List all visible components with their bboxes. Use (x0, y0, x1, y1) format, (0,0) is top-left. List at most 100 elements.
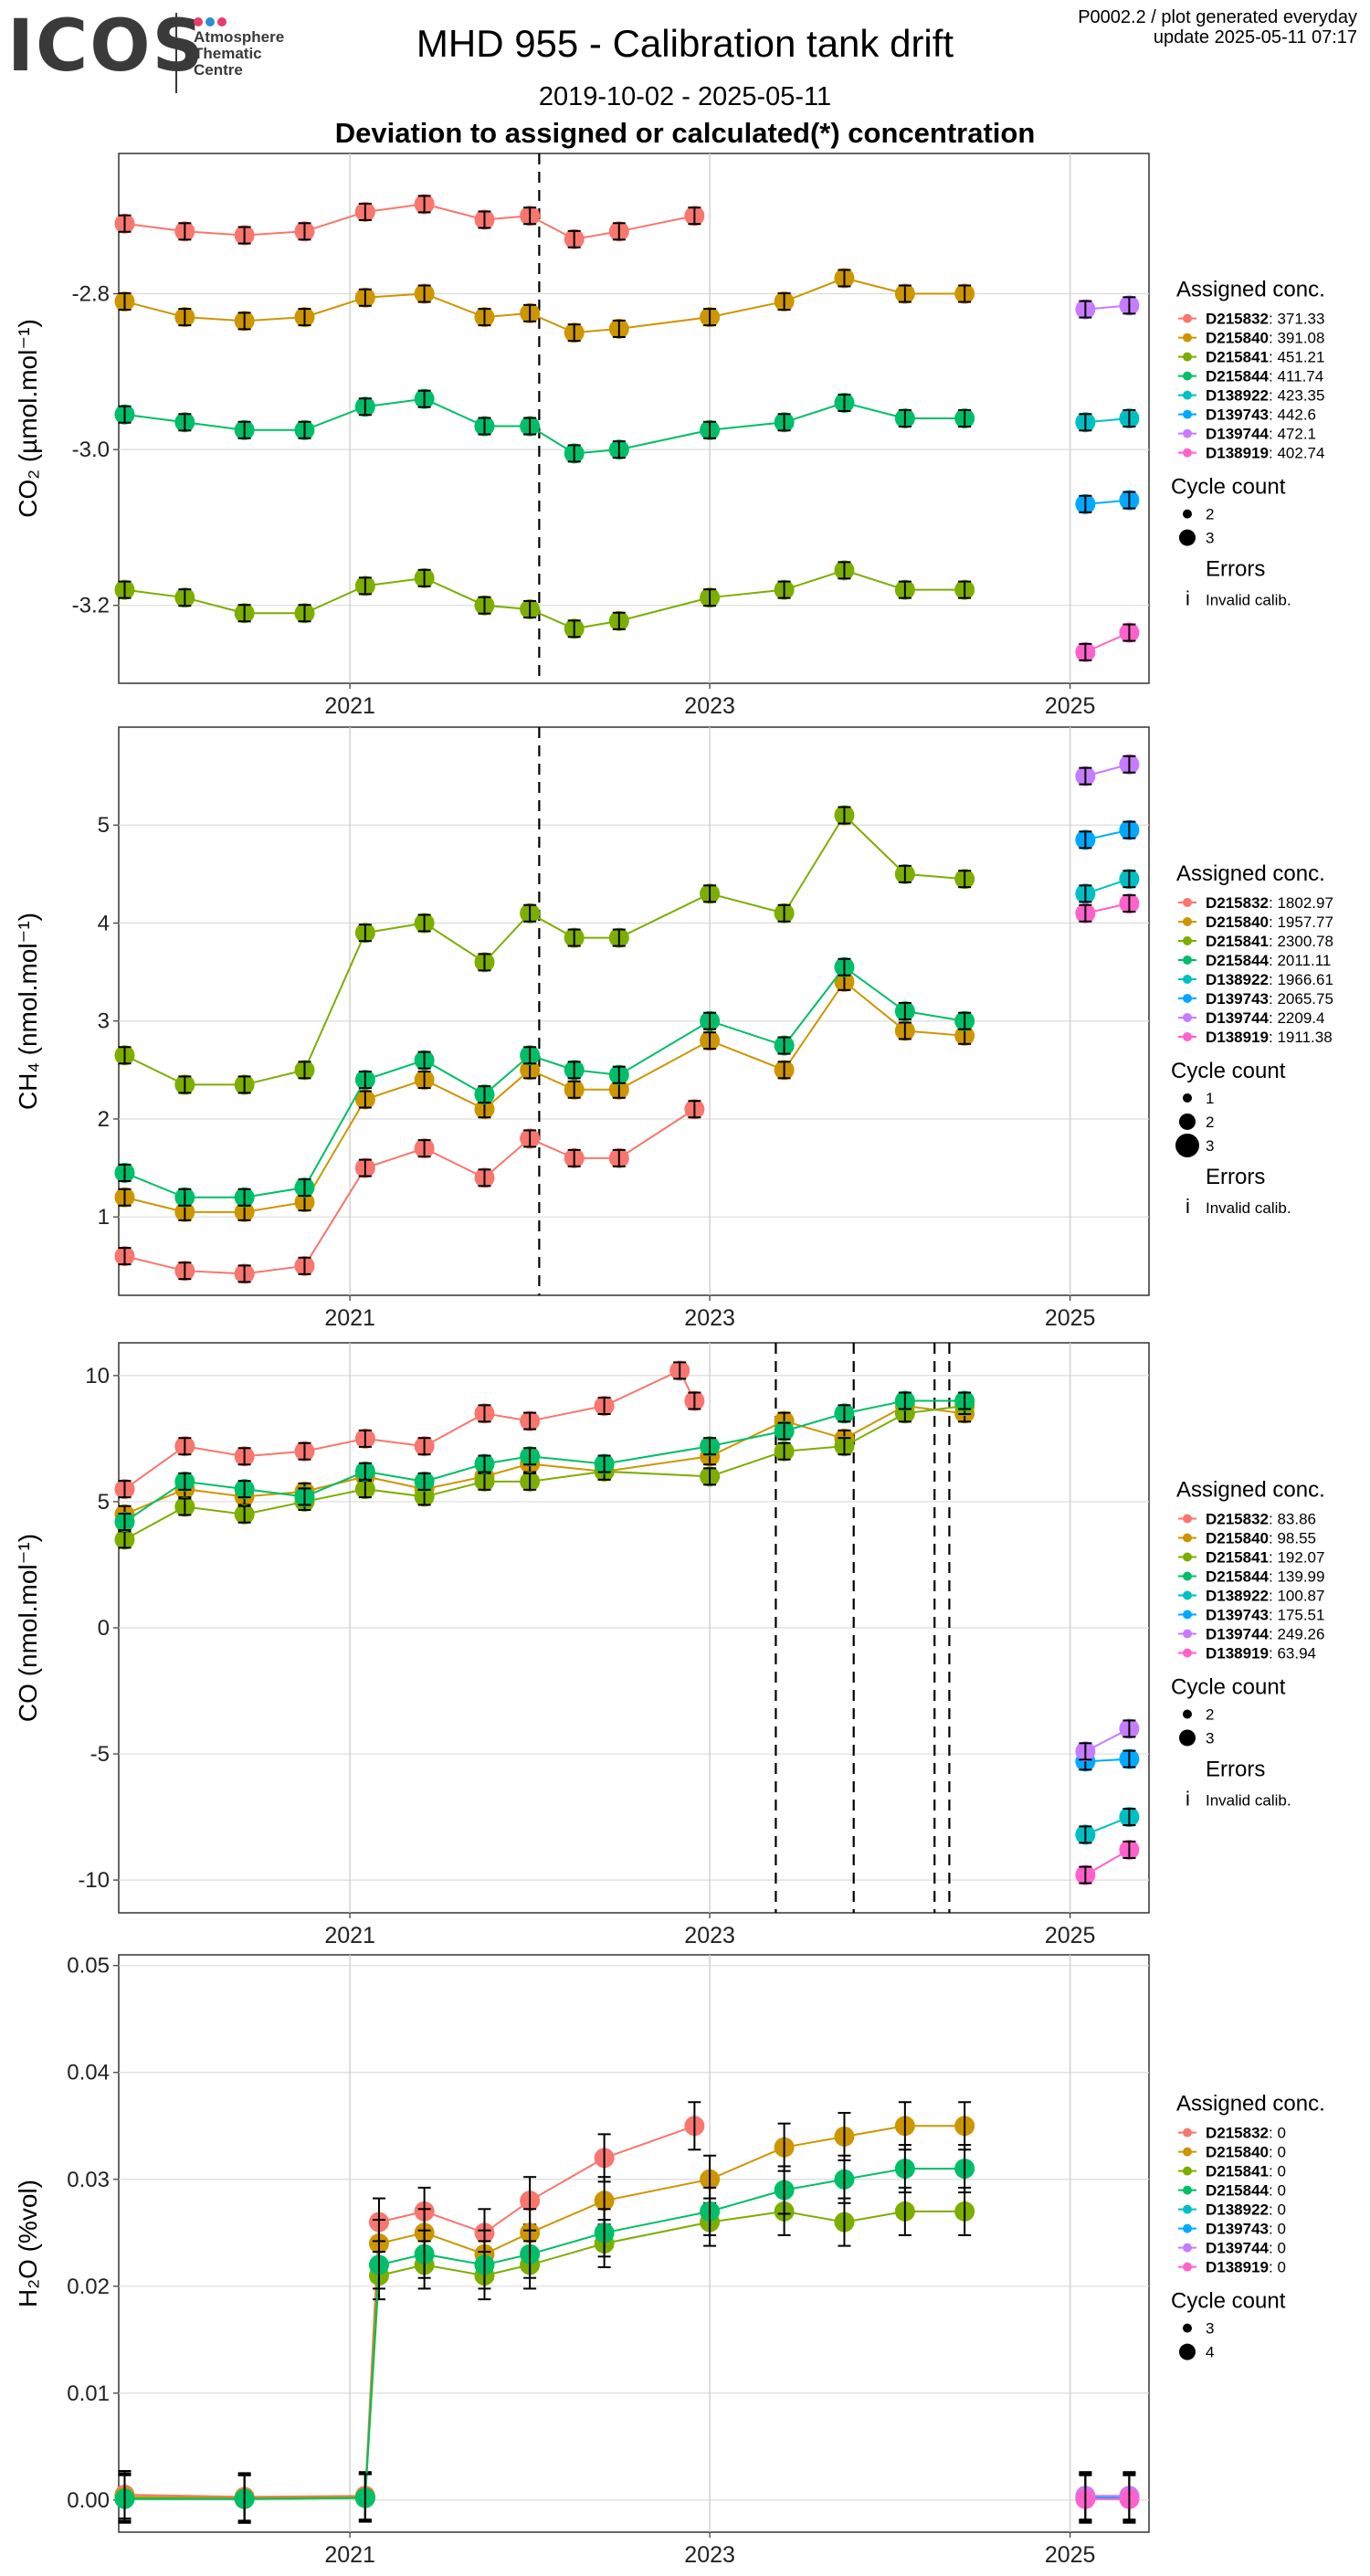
legend-entry: D139744: 249.26 (1206, 1625, 1324, 1642)
y-tick-label: 5 (98, 813, 110, 838)
invalid-calib-icon: i (1186, 587, 1190, 610)
legend-entry: D139743: 175.51 (1206, 1606, 1324, 1623)
logo-line-3: Centre (194, 61, 243, 79)
legend-entry: D139743: 442.6 (1206, 406, 1316, 424)
legend-errors-title: Errors (1206, 1165, 1265, 1189)
legend-key-dot (1183, 1590, 1192, 1600)
x-tick-label: 2021 (324, 1923, 375, 1948)
y-tick-label: 0.01 (67, 2381, 110, 2406)
logo-divider (175, 13, 177, 93)
legend-entry: D215844: 411.74 (1206, 368, 1323, 385)
legend-entry: D139744: 0 (1206, 2240, 1286, 2257)
legend-title: Assigned conc. (1176, 861, 1325, 886)
legend: Assigned conc. D215832: 0 D215840: 0 D21584… (1171, 2092, 1325, 2361)
legend-key-dot (1183, 1629, 1192, 1639)
legend-cycle-label: 3 (1206, 2320, 1214, 2338)
logo-subtitle: Atmosphere Thematic Centre (194, 29, 284, 79)
legend-key-dot (1183, 2223, 1192, 2233)
legend-errors-title: Errors (1206, 557, 1265, 582)
legend-key-dot (1183, 897, 1192, 907)
legend-key-dot (1183, 428, 1192, 438)
legend-cycle-label: 3 (1206, 1137, 1214, 1155)
invalid-calib-icon: i (1186, 1195, 1190, 1218)
legend-key-dot (1183, 390, 1192, 400)
legend-cycle-dot (1183, 1709, 1192, 1719)
logo-line-1: Atmosphere (194, 28, 285, 46)
legend-cycle-label: 2 (1206, 1705, 1214, 1723)
legend-key-dot (1183, 371, 1192, 381)
legend-entry: D215832: 371.33 (1206, 311, 1324, 328)
legend-entry: D215844: 0 (1206, 2182, 1286, 2200)
series-line-D215840 (124, 1404, 965, 1515)
x-tick-label: 2021 (324, 1305, 375, 1331)
legend-entry: D139744: 472.1 (1206, 426, 1316, 443)
y-tick-label: 10 (85, 1364, 110, 1388)
legend-key-dot (1183, 1610, 1192, 1620)
logo-dots-icon (194, 15, 229, 31)
legend-key-dot (1183, 1012, 1192, 1022)
legend-entry: D138922: 1966.61 (1206, 971, 1333, 988)
legend-entry: D139743: 2065.75 (1206, 990, 1333, 1008)
legend-key-dot (1183, 2204, 1192, 2214)
x-tick-label: 2023 (684, 693, 735, 719)
legend: Assigned conc. D215832: 83.86 D215840: 98.… (1171, 1477, 1325, 1810)
legend-cycle-title: Cycle count (1171, 1059, 1286, 1083)
legend-entry: D215832: 0 (1206, 2125, 1286, 2142)
legend-entry: D215840: 0 (1206, 2144, 1286, 2161)
legend-errors-label: Invalid calib. (1206, 1791, 1291, 1809)
legend-key-dot (1183, 1514, 1192, 1524)
y-tick-label: 3 (98, 1009, 110, 1034)
legend-entry: D215841: 2300.78 (1206, 933, 1333, 950)
legend-key-dot (1183, 448, 1192, 458)
legend-key-dot (1183, 2243, 1192, 2253)
legend-key-dot (1183, 1571, 1192, 1581)
legend-title: Assigned conc. (1176, 1477, 1325, 1502)
legend-cycle-title: Cycle count (1171, 475, 1286, 500)
legend-entry: D215840: 391.08 (1206, 330, 1324, 347)
legend-entry: D215841: 451.21 (1206, 349, 1324, 366)
legend-title: Assigned conc. (1176, 278, 1325, 302)
y-tick-label: -3.2 (72, 594, 110, 618)
legend-cycle-label: 2 (1206, 1114, 1214, 1131)
y-tick-label: -3.0 (72, 438, 110, 462)
legend-entry: D215832: 1802.97 (1206, 894, 1333, 912)
legend-entry: D138919: 1911.38 (1206, 1029, 1333, 1046)
legend-cycle-label: 4 (1206, 2344, 1214, 2361)
legend-entry: D138919: 0 (1206, 2259, 1286, 2276)
x-tick-label: 2023 (684, 1923, 735, 1948)
legend-entry: D138919: 402.74 (1206, 445, 1324, 462)
legend-entry: D139744: 2209.4 (1206, 1009, 1324, 1027)
legend-key-dot (1183, 935, 1192, 945)
chart-subtitle: Deviation to assigned or calculated(*) c… (334, 117, 1036, 149)
legend-entry: D215840: 98.55 (1206, 1529, 1316, 1547)
legend-entry: D138922: 423.35 (1206, 387, 1324, 405)
legend-key-dot (1183, 2147, 1192, 2157)
legend-cycle-dot (1183, 509, 1192, 519)
x-tick-label: 2021 (324, 2542, 375, 2568)
legend-errors-title: Errors (1206, 1757, 1265, 1781)
x-tick-label: 2025 (1045, 693, 1096, 719)
y-tick-label: 2 (98, 1107, 110, 1132)
y-tick-label: 0 (98, 1616, 110, 1641)
legend-cycle-dot (1175, 1133, 1199, 1157)
legend-title: Assigned conc. (1176, 2092, 1325, 2117)
legend-key-dot (1183, 993, 1192, 1003)
legend-key-dot (1183, 916, 1192, 926)
legend-cycle-label: 2 (1206, 506, 1214, 523)
header: ICOS Atmosphere Thematic Centre MHD 955 … (0, 0, 1370, 149)
panel-frame (118, 726, 1150, 1296)
legend-key-dot (1183, 2166, 1192, 2176)
legend-entry: D138919: 63.94 (1206, 1644, 1316, 1662)
legend-entry: D215841: 192.07 (1206, 1548, 1324, 1566)
x-tick-label: 2025 (1045, 1305, 1096, 1331)
legend-cycle-dot (1179, 1729, 1196, 1747)
panel-frame (118, 1954, 1150, 2533)
legend-key-dot (1183, 1031, 1192, 1041)
legend-errors-label: Invalid calib. (1206, 592, 1291, 609)
y-tick-label: 0.03 (67, 2168, 110, 2192)
legend-key-dot (1183, 333, 1192, 343)
legend-cycle-title: Cycle count (1171, 2289, 1286, 2314)
legend-entry: D215832: 83.86 (1206, 1510, 1316, 1527)
y-axis-label: H₂O (%vol) (14, 2180, 42, 2307)
